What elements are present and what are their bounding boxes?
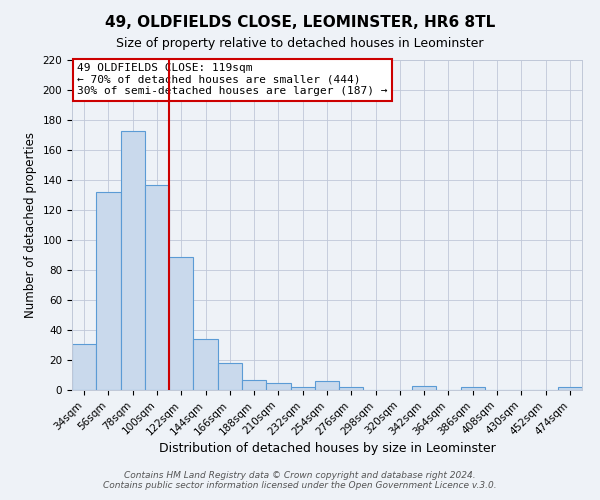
- Text: Size of property relative to detached houses in Leominster: Size of property relative to detached ho…: [116, 38, 484, 51]
- Bar: [412, 386, 436, 390]
- X-axis label: Distribution of detached houses by size in Leominster: Distribution of detached houses by size …: [158, 442, 496, 455]
- Text: 49, OLDFIELDS CLOSE, LEOMINSTER, HR6 8TL: 49, OLDFIELDS CLOSE, LEOMINSTER, HR6 8TL: [105, 15, 495, 30]
- Bar: [266, 382, 290, 390]
- Bar: [193, 339, 218, 390]
- Y-axis label: Number of detached properties: Number of detached properties: [24, 132, 37, 318]
- Bar: [461, 387, 485, 390]
- Text: Contains HM Land Registry data © Crown copyright and database right 2024.
Contai: Contains HM Land Registry data © Crown c…: [103, 470, 497, 490]
- Text: 49 OLDFIELDS CLOSE: 119sqm
← 70% of detached houses are smaller (444)
30% of sem: 49 OLDFIELDS CLOSE: 119sqm ← 70% of deta…: [77, 64, 388, 96]
- Bar: [145, 184, 169, 390]
- Bar: [558, 387, 582, 390]
- Bar: [242, 380, 266, 390]
- Bar: [339, 387, 364, 390]
- Bar: [169, 256, 193, 390]
- Bar: [121, 130, 145, 390]
- Bar: [96, 192, 121, 390]
- Bar: [290, 387, 315, 390]
- Bar: [315, 381, 339, 390]
- Bar: [218, 363, 242, 390]
- Bar: [72, 344, 96, 390]
